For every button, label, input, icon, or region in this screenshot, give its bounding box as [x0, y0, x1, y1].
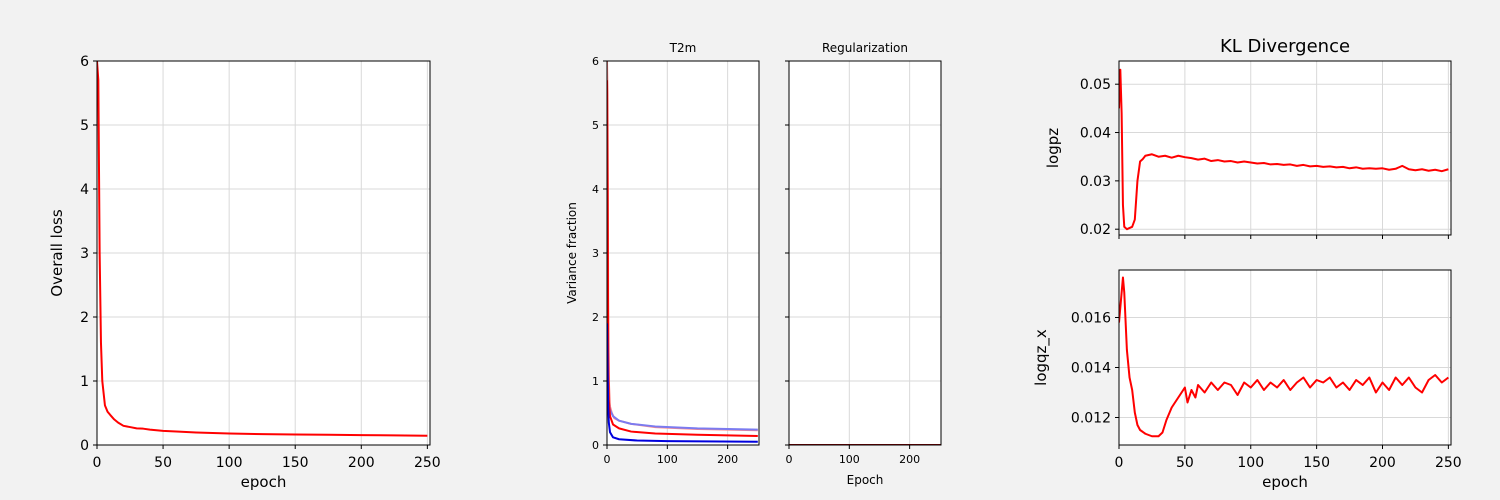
- y-tick-label: 1: [80, 374, 89, 390]
- y-tick-label: 2: [592, 311, 599, 324]
- y-tick-label: 0.016: [1071, 311, 1111, 327]
- x-tick-label: 0: [1115, 455, 1124, 471]
- y-tick-label: 0: [80, 438, 89, 454]
- y-tick-label: 5: [592, 119, 599, 132]
- x-tick-label: 50: [1176, 455, 1194, 471]
- x-tick-label: 150: [282, 455, 309, 471]
- plot-area: [1119, 61, 1451, 235]
- series-line-0: [1119, 276, 1449, 438]
- y-tick-label: 6: [592, 55, 599, 68]
- y-tick-label: 4: [592, 183, 599, 196]
- y-tick-label: 0.012: [1071, 411, 1111, 427]
- chart-title: Regularization: [822, 41, 908, 55]
- plot-area: [1119, 270, 1451, 445]
- x-tick-label: 0: [604, 453, 611, 466]
- y-tick-label: 0: [592, 439, 599, 452]
- y-tick-label: 4: [80, 182, 89, 198]
- y-tick-label: 2: [80, 310, 89, 326]
- series-line-0: [97, 61, 428, 437]
- y-tick-label: 0.03: [1080, 174, 1111, 190]
- x-axis-label: epoch: [1262, 473, 1308, 491]
- x-tick-label: 50: [154, 455, 172, 471]
- chart-t2m: 0 100 200 0 1 2 3 4 5 6 T2m Variance fraction: [565, 41, 760, 466]
- chart-overall: 0 50 100 150 200 250 0 1 2 3 4 5 6 epoch Overall loss: [48, 54, 441, 491]
- y-tick-label: 0.014: [1071, 361, 1111, 377]
- x-tick-label: 200: [348, 455, 375, 471]
- x-axis-label: epoch: [241, 473, 287, 491]
- y-tick-label: 0.02: [1080, 222, 1111, 238]
- y-axis-label: logpz: [1044, 128, 1062, 168]
- chart-title: T2m: [669, 41, 697, 55]
- x-tick-label: 100: [839, 453, 860, 466]
- x-tick-label: 200: [899, 453, 920, 466]
- y-tick-label: 6: [80, 54, 89, 70]
- x-tick-label: 200: [717, 453, 738, 466]
- x-tick-label: 150: [1303, 455, 1330, 471]
- series-line-0: [1119, 68, 1449, 231]
- chart-title: KL Divergence: [1220, 36, 1350, 57]
- x-tick-label: 100: [1237, 455, 1264, 471]
- y-axis-label: Variance fraction: [565, 202, 579, 304]
- series-line-3: [607, 323, 758, 443]
- chart-regularization: 0 100 200 Regularization Epoch: [785, 41, 942, 487]
- x-tick-label: 250: [1435, 455, 1462, 471]
- y-axis-label: Overall loss: [48, 209, 66, 297]
- chart-logqz_x: 0 50 100 150 200 250 0.012 0.014 0.016 epoch logqz…: [1032, 269, 1462, 491]
- x-tick-label: 0: [93, 455, 102, 471]
- y-tick-label: 5: [80, 118, 89, 134]
- series-line-2: [607, 80, 758, 438]
- y-tick-label: 0.05: [1080, 77, 1111, 93]
- y-tick-label: 3: [592, 247, 599, 260]
- plot-frame: [1118, 60, 1452, 236]
- x-axis-label: Epoch: [847, 473, 884, 487]
- x-tick-label: 0: [786, 453, 793, 466]
- x-tick-label: 200: [1369, 455, 1396, 471]
- y-axis-label: logqz_x: [1032, 329, 1051, 386]
- chart-logpz: 0.02 0.03 0.04 0.05 KL Divergence logpz: [1044, 36, 1452, 239]
- y-tick-label: 3: [80, 246, 89, 262]
- x-tick-label: 250: [414, 455, 441, 471]
- x-tick-label: 100: [657, 453, 678, 466]
- y-tick-label: 1: [592, 375, 599, 388]
- y-tick-label: 0.04: [1080, 126, 1111, 142]
- x-tick-label: 100: [216, 455, 243, 471]
- plot-frame: [1118, 269, 1452, 446]
